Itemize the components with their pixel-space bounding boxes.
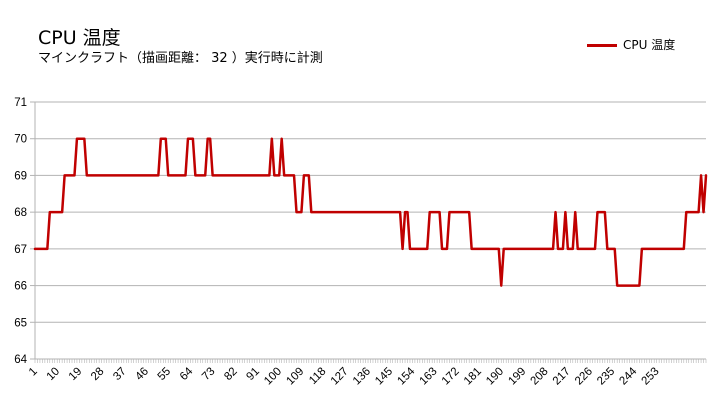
x-tick-label: 55 bbox=[156, 365, 174, 383]
y-tick-labels: 64 65 66 67 68 69 70 71 bbox=[14, 97, 27, 366]
y-tick-label: 65 bbox=[14, 317, 27, 329]
x-tick-label: 28 bbox=[89, 365, 107, 383]
x-tick-label: 217 bbox=[551, 365, 573, 387]
x-tick-label: 37 bbox=[111, 365, 129, 383]
x-tick-label: 244 bbox=[617, 365, 639, 387]
x-tick-label: 118 bbox=[307, 365, 328, 386]
x-tick-label: 181 bbox=[462, 365, 484, 387]
x-tick-label: 109 bbox=[284, 365, 306, 387]
x-tick-label: 154 bbox=[395, 365, 417, 387]
axes bbox=[30, 101, 707, 363]
x-tick-label: 127 bbox=[329, 365, 351, 387]
x-tick-label: 226 bbox=[573, 365, 595, 387]
y-tick-label: 71 bbox=[14, 97, 27, 109]
legend: CPU 温度 bbox=[587, 37, 675, 53]
x-tick-label: 208 bbox=[529, 365, 551, 387]
x-tick-label: 235 bbox=[595, 365, 617, 387]
x-tick-label: 91 bbox=[244, 365, 262, 383]
x-tick-label: 100 bbox=[262, 365, 284, 387]
x-tick-label: 136 bbox=[351, 365, 373, 387]
y-tick-label: 69 bbox=[14, 170, 27, 182]
series-line-cpu-temp bbox=[33, 137, 708, 287]
series-layer bbox=[33, 137, 708, 287]
y-tick-label: 68 bbox=[14, 207, 27, 219]
x-tick-label: 172 bbox=[440, 365, 462, 387]
chart-title: CPU 温度 bbox=[38, 27, 121, 49]
x-tick-label: 1 bbox=[27, 365, 40, 378]
y-tick-label: 70 bbox=[14, 134, 27, 146]
x-tick-label: 73 bbox=[200, 365, 218, 383]
y-tick-label: 67 bbox=[14, 244, 27, 256]
x-tick-labels: 1 10 19 28 37 46 55 64 73 82 91 100 109 118 127 136 145 1… bbox=[27, 365, 662, 387]
y-tick-label: 64 bbox=[14, 354, 27, 366]
x-tick-label: 199 bbox=[506, 365, 528, 387]
chart-subtitle: マインクラフト（描画距離： 32 ）実行時に計測 bbox=[38, 51, 323, 66]
x-tick-label: 145 bbox=[373, 365, 395, 387]
x-tick-label: 190 bbox=[484, 365, 506, 387]
x-tick-label: 19 bbox=[67, 365, 85, 383]
x-tick-label: 253 bbox=[640, 365, 662, 387]
x-tick-label: 10 bbox=[45, 365, 63, 383]
x-tick-label: 64 bbox=[178, 365, 196, 383]
legend-swatch bbox=[587, 43, 617, 47]
legend-label: CPU 温度 bbox=[623, 38, 676, 52]
x-tick-label: 46 bbox=[133, 365, 151, 383]
x-tick-label: 163 bbox=[418, 365, 440, 387]
x-tick-label: 82 bbox=[222, 365, 240, 383]
y-tick-label: 66 bbox=[14, 281, 27, 293]
